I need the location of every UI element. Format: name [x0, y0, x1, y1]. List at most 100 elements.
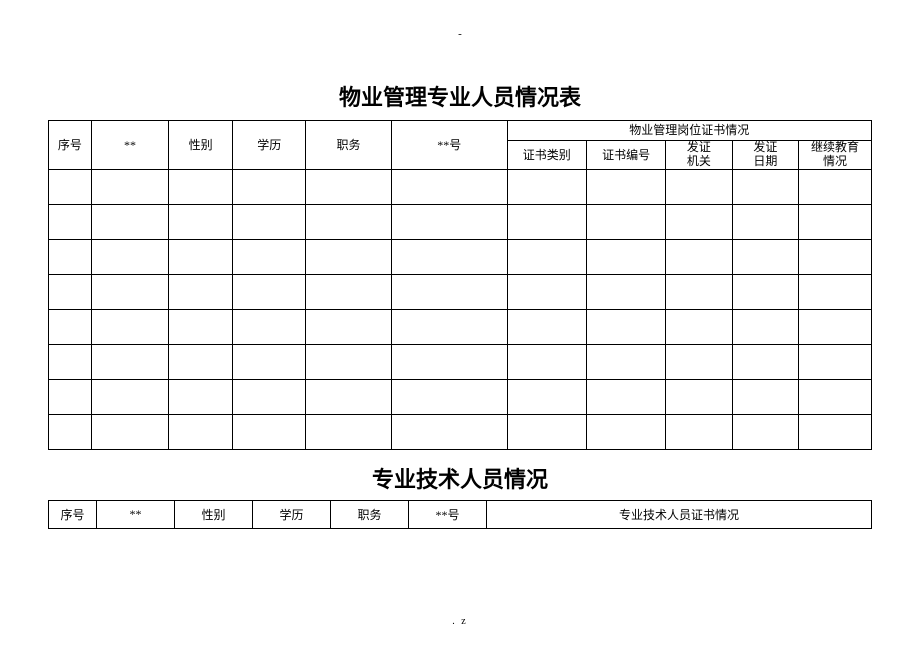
header-cont-edu: 继续教育情况 [799, 141, 872, 170]
header-cert-type: 证书类别 [507, 141, 586, 170]
table-cell [306, 309, 392, 344]
table-cell [306, 239, 392, 274]
table-cell [49, 309, 92, 344]
table-cell [91, 204, 168, 239]
table-header-row-1: 序号 ** 性别 学历 职务 **号 物业管理岗位证书情况 [49, 121, 872, 141]
table-cell [233, 309, 306, 344]
table-cell [91, 414, 168, 449]
header-position: 职务 [306, 121, 392, 170]
table-cell [507, 309, 586, 344]
table-cell [586, 309, 665, 344]
table-cell [732, 169, 798, 204]
t2-header-cert-info: 专业技术人员证书情况 [487, 500, 872, 528]
table-cell [233, 414, 306, 449]
table-row [49, 239, 872, 274]
table-cell [49, 344, 92, 379]
table-cell [391, 344, 507, 379]
table-cell [732, 414, 798, 449]
t2-header-education: 学历 [253, 500, 331, 528]
table-cell [507, 379, 586, 414]
table-cell [732, 309, 798, 344]
table-cell [169, 274, 233, 309]
table-cell [233, 204, 306, 239]
table-cell [586, 414, 665, 449]
table-cell [91, 379, 168, 414]
header-education: 学历 [233, 121, 306, 170]
table-cell [507, 414, 586, 449]
table-cell [732, 239, 798, 274]
table-cell [233, 169, 306, 204]
table-cell [306, 204, 392, 239]
table-cell [49, 239, 92, 274]
table-row [49, 379, 872, 414]
table-cell [233, 379, 306, 414]
table-cell [233, 239, 306, 274]
table-cell [169, 169, 233, 204]
table-cell [507, 239, 586, 274]
table-cell [91, 309, 168, 344]
table1-body [49, 169, 872, 449]
table1-title: 物业管理专业人员情况表 [48, 80, 872, 112]
table-cell [49, 169, 92, 204]
t2-header-id-no: **号 [409, 500, 487, 528]
table-cell [586, 379, 665, 414]
table-cell [169, 414, 233, 449]
table-cell [233, 344, 306, 379]
header-seq: 序号 [49, 121, 92, 170]
table-cell [799, 169, 872, 204]
table-cell [586, 274, 665, 309]
table-cell [306, 169, 392, 204]
table-cell [586, 204, 665, 239]
table2-title: 专业技术人员情况 [48, 462, 872, 494]
table-cell [732, 274, 798, 309]
table-cell [666, 204, 732, 239]
table-cell [586, 239, 665, 274]
table-cell [91, 274, 168, 309]
table-cell [91, 344, 168, 379]
table-cell [391, 274, 507, 309]
table-cell [391, 309, 507, 344]
table-cell [91, 169, 168, 204]
table-cell [49, 274, 92, 309]
table-row [49, 344, 872, 379]
header-cert-group: 物业管理岗位证书情况 [507, 121, 871, 141]
table-cell [666, 239, 732, 274]
table-cell [666, 414, 732, 449]
t2-header-position: 职务 [331, 500, 409, 528]
table-cell [49, 204, 92, 239]
t2-header-name: ** [97, 500, 175, 528]
table-cell [507, 169, 586, 204]
header-name: ** [91, 121, 168, 170]
table-cell [306, 274, 392, 309]
table-cell [507, 204, 586, 239]
tech-personnel-table: 序号 ** 性别 学历 职务 **号 专业技术人员证书情况 [48, 500, 872, 529]
page-mark-bottom: . z [452, 616, 467, 627]
table-cell [666, 274, 732, 309]
table-cell [666, 379, 732, 414]
table-row [49, 309, 872, 344]
table-row [49, 274, 872, 309]
table-cell [799, 344, 872, 379]
table-cell [306, 379, 392, 414]
table-cell [169, 204, 233, 239]
personnel-table: 序号 ** 性别 学历 职务 **号 物业管理岗位证书情况 证书类别 证书编号 … [48, 120, 872, 450]
table-cell [507, 344, 586, 379]
page-mark-top: - [458, 28, 462, 40]
table-cell [799, 204, 872, 239]
table-cell [507, 274, 586, 309]
header-cert-no: 证书编号 [586, 141, 665, 170]
table-cell [233, 274, 306, 309]
table-cell [391, 169, 507, 204]
table-cell [91, 239, 168, 274]
table-cell [391, 239, 507, 274]
table-cell [799, 414, 872, 449]
table-cell [586, 344, 665, 379]
header-issue-org: 发证机关 [666, 141, 732, 170]
header-gender: 性别 [169, 121, 233, 170]
table-cell [49, 414, 92, 449]
table-row [49, 169, 872, 204]
table-cell [799, 309, 872, 344]
table-row [49, 204, 872, 239]
table-cell [169, 344, 233, 379]
table-cell [732, 344, 798, 379]
